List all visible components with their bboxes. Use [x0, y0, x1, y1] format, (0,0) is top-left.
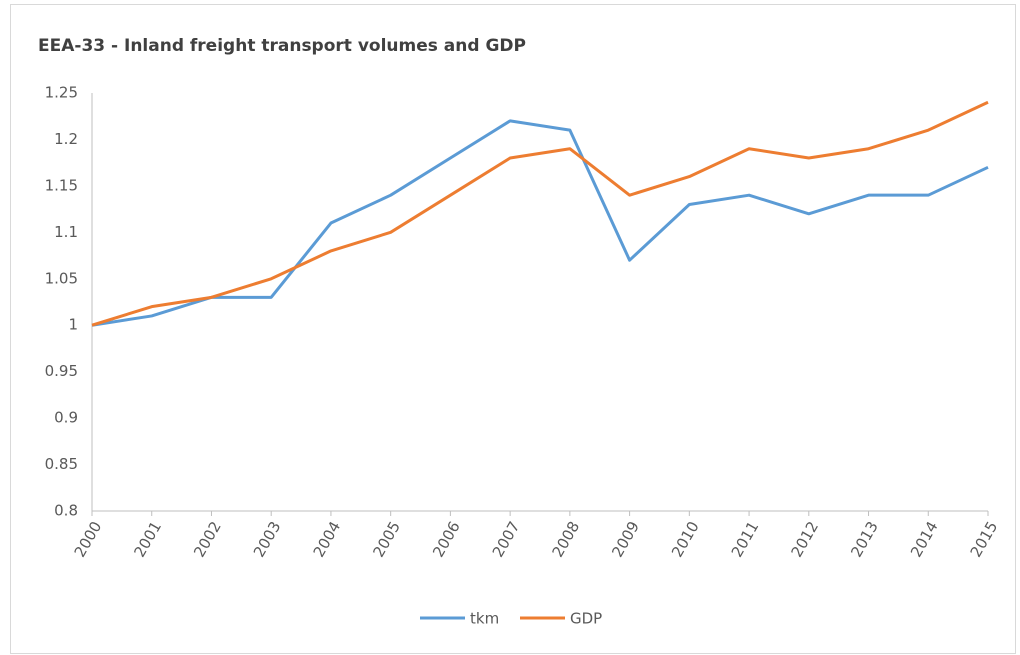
y-tick-label: 1.1: [54, 223, 78, 241]
y-tick-label: 1.25: [45, 84, 78, 102]
series-line: [91, 100, 989, 327]
y-tick-label: 0.95: [45, 362, 78, 380]
chart-title: EEA-33 - Inland freight transport volume…: [38, 36, 526, 56]
y-tick-label: 0.8: [54, 502, 78, 520]
y-tick-label: 1.2: [54, 130, 78, 148]
series-line: [91, 119, 989, 327]
legend-label: tkm: [470, 610, 499, 628]
chart-frame: [10, 4, 1016, 654]
y-tick-label: 0.9: [54, 409, 78, 427]
y-tick-label: 1: [68, 316, 78, 334]
y-tick-label: 0.85: [45, 455, 78, 473]
y-tick-label: 1.15: [45, 176, 78, 194]
legend-label: GDP: [570, 610, 602, 628]
y-tick-label: 1.05: [45, 269, 78, 287]
